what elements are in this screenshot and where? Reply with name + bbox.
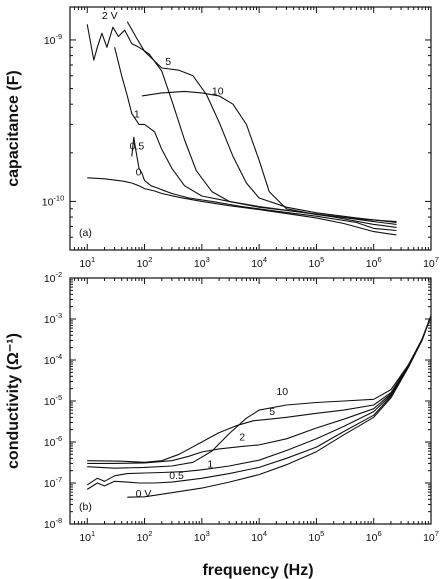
x-tick-label: 107 <box>423 255 439 270</box>
y-tick-label: 10-10 <box>42 193 65 208</box>
series-line-2-V <box>86 24 397 225</box>
series-label: 5 <box>165 56 171 68</box>
plot-frame <box>69 277 432 525</box>
y-tick-label: 10-2 <box>44 270 62 285</box>
y-tick-label: 10-6 <box>44 434 62 449</box>
x-tick-label: 105 <box>308 255 324 270</box>
x-tick-label: 104 <box>251 529 267 544</box>
series-line-5 <box>87 315 432 463</box>
series-line-5 <box>126 21 397 224</box>
y-axis-title: capacitance (F) <box>5 70 22 186</box>
y-tick-label: 10-9 <box>44 32 62 47</box>
series-label: 0 V <box>136 488 152 500</box>
x-tick-label: 101 <box>79 255 95 270</box>
x-tick-label: 103 <box>194 255 210 270</box>
series-label: 0.5 <box>169 470 184 482</box>
y-tick-label: 10-7 <box>44 475 62 490</box>
series-line-2 <box>87 315 432 464</box>
series-line-10 <box>141 90 397 223</box>
series-label: 1 <box>134 109 140 121</box>
series-label: 5 <box>269 406 275 418</box>
series-line-0 <box>87 177 397 236</box>
x-tick-label: 103 <box>194 529 210 544</box>
y-tick-label: 10-5 <box>44 393 62 408</box>
x-tick-label: 102 <box>137 255 153 270</box>
series-line-1 <box>86 315 432 486</box>
panel-b: 101 102 103 104 105 106 10710-810-710-610-510-… <box>5 270 439 544</box>
panel-label: (b) <box>79 501 92 513</box>
y-tick-label: 10-3 <box>44 311 62 326</box>
series-line-1 <box>114 47 397 228</box>
x-axis-title: frequency (Hz) <box>202 562 313 579</box>
panel-label: (a) <box>79 227 92 239</box>
x-tick-label: 104 <box>251 255 267 270</box>
x-tick-label: 105 <box>308 529 324 544</box>
x-tick-label: 106 <box>366 255 382 270</box>
y-axis-title: conductivity (Ω⁻¹) <box>5 333 22 469</box>
series-label: 0.5 <box>130 140 145 152</box>
y-tick-label: 10-8 <box>44 516 62 531</box>
series-label: 2 V <box>102 10 118 22</box>
series-label: 2 <box>239 431 245 443</box>
series-label: 0 <box>136 166 142 178</box>
series-line-0-5 <box>131 136 397 232</box>
panel-a: 101 102 103 104 105 106 10710-1010-9capacitanc… <box>5 6 439 270</box>
x-tick-label: 102 <box>137 529 153 544</box>
x-tick-label: 107 <box>423 529 439 544</box>
series-label: 10 <box>212 85 224 97</box>
plot-frame <box>69 6 432 251</box>
y-tick-label: 10-4 <box>44 352 62 367</box>
x-tick-label: 101 <box>79 529 95 544</box>
x-tick-label: 106 <box>366 529 382 544</box>
series-line-0-5 <box>86 315 432 490</box>
series-line-10 <box>87 315 432 469</box>
series-label: 10 <box>276 386 288 398</box>
series-label: 1 <box>207 458 213 470</box>
